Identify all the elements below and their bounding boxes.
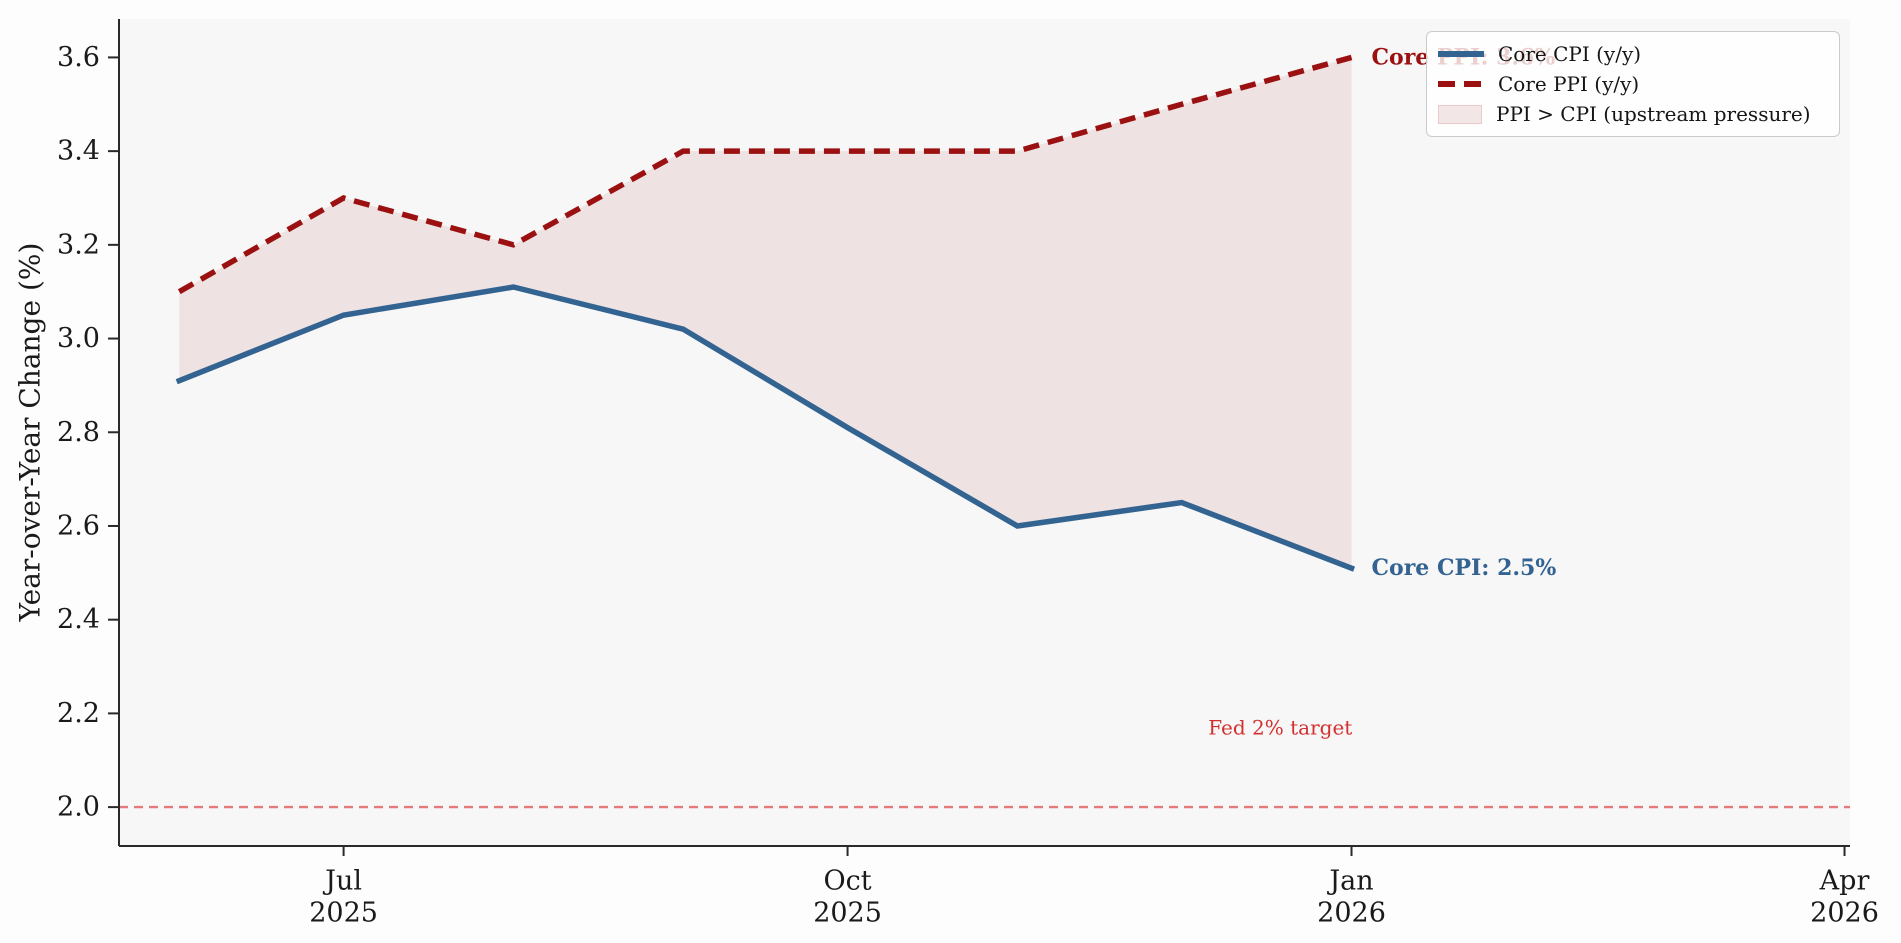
legend-item-fill: PPI > CPI (upstream pressure) [1438,101,1828,127]
legend-label-core-ppi: Core PPI (y/y) [1498,72,1640,96]
y-axis-label: Year-over-Year Change (%) [14,243,47,623]
x-tick-label-month: Jul [322,866,362,897]
x-tick-label-year: 2025 [309,898,378,929]
x-tick-label-year: 2026 [1317,898,1386,929]
legend-label-fill: PPI > CPI (upstream pressure) [1496,102,1811,126]
plot-area [119,19,1850,846]
legend-item-core-cpi: Core CPI (y/y) [1438,41,1828,67]
y-tick-label: 3.2 [57,229,100,260]
fed-target-label: Fed 2% target [1208,715,1352,739]
core-ppi-line [177,54,1353,295]
y-tick-label: 2.6 [57,510,100,541]
ppi-gt-cpi-area [179,57,1352,569]
y-tick-label: 3.6 [57,42,100,73]
y-tick-label: 3.0 [57,323,100,354]
legend-item-core-ppi: Core PPI (y/y) [1438,71,1828,97]
y-tick-label: 2.0 [57,792,100,823]
x-tick-label-month: Apr [1819,866,1870,897]
legend-swatch-cpi-line [1438,51,1484,57]
legend-label-core-cpi: Core CPI (y/y) [1498,42,1642,66]
x-tick-label-year: 2025 [813,898,882,929]
y-tick-label: 2.4 [57,604,100,635]
y-tick-label: 2.2 [57,698,100,729]
annotation-core-cpi: Core CPI: 2.5% [1372,555,1557,581]
core-cpi-line [175,284,1356,572]
x-tick-label-year: 2026 [1810,898,1879,929]
x-tick-label-month: Oct [823,866,871,897]
legend: Core CPI (y/y) Core PPI (y/y) PPI > CPI … [1426,31,1840,137]
legend-swatch-fill-patch [1438,104,1482,124]
x-tick-label-month: Jan [1326,866,1373,897]
y-tick-label: 2.8 [57,417,100,448]
legend-swatch-ppi-line [1438,81,1484,87]
y-tick-label: 3.4 [57,136,100,167]
